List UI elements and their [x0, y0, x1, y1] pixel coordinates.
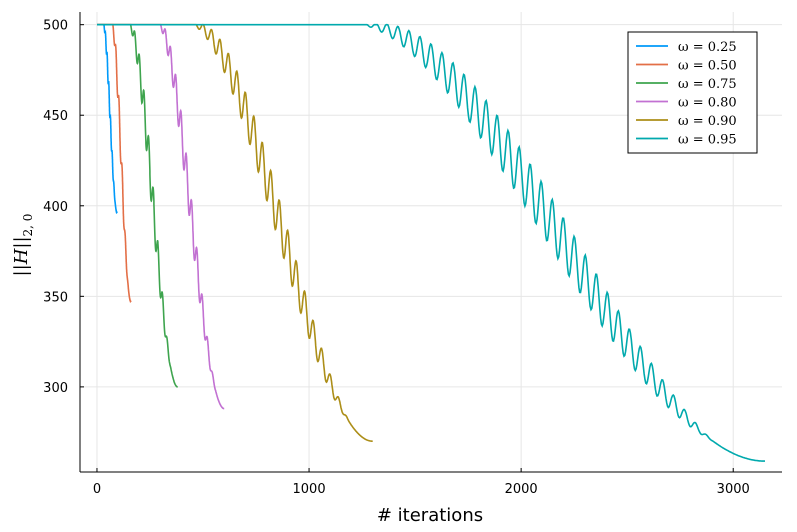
x-tick-label: 1000	[293, 482, 326, 497]
legend-label: ω = 0.75	[678, 77, 737, 92]
series-line	[97, 23, 765, 462]
y-axis-title-subscript: 2, 0	[21, 214, 35, 237]
legend-label: ω = 0.95	[678, 133, 737, 148]
x-tick-label: 0	[93, 482, 101, 497]
series-line	[97, 23, 118, 214]
series-line	[97, 23, 132, 303]
series-line	[97, 23, 225, 410]
y-axis-title-main: ||H||	[11, 236, 32, 276]
y-tick-label: 450	[43, 109, 68, 124]
y-tick-label: 500	[43, 19, 68, 34]
legend: ω = 0.25 ω = 0.50 ω = 0.75 ω = 0.80 ω = 0.90…	[627, 31, 758, 154]
x-tick-label: 2000	[505, 482, 538, 497]
series-lines	[97, 23, 765, 462]
y-axis-title: ||H||2, 0	[11, 214, 35, 277]
legend-label: ω = 0.90	[678, 114, 737, 129]
legend-label: ω = 0.50	[678, 59, 737, 74]
legend-label: ω = 0.25	[678, 40, 737, 55]
series-line	[97, 23, 373, 442]
y-tick-label: 350	[43, 290, 68, 305]
axes	[79, 12, 782, 473]
y-tick-label: 300	[43, 381, 68, 396]
grid-lines	[80, 12, 782, 472]
x-axis-title: # iterations	[377, 505, 483, 526]
x-tick-label: 3000	[717, 482, 750, 497]
series-line	[97, 23, 178, 388]
tick-labels: 0 1000 2000 3000 300 350 400 450 500	[43, 19, 750, 497]
legend-label: ω = 0.80	[678, 96, 737, 111]
legend-box	[627, 31, 758, 154]
y-tick-label: 400	[43, 200, 68, 215]
